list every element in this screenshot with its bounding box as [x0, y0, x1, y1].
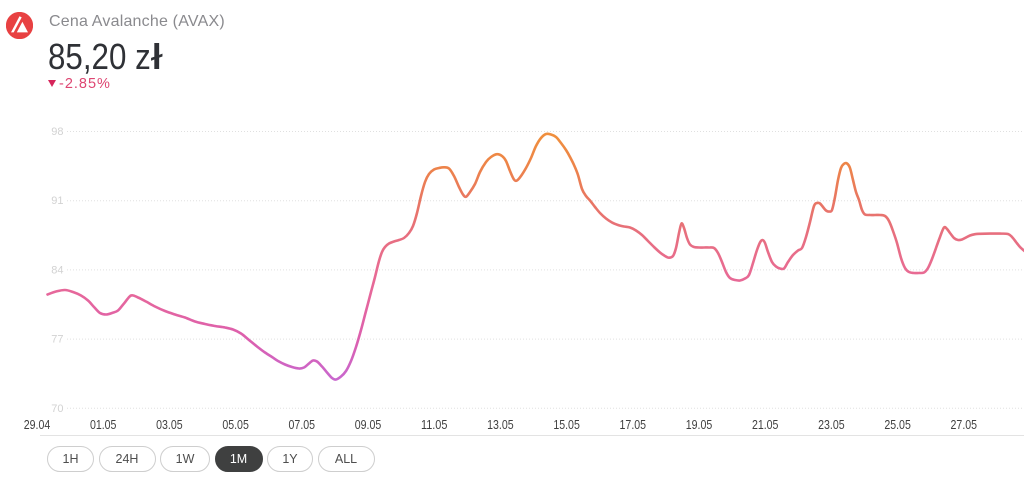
svg-text:15.05: 15.05: [553, 417, 580, 432]
svg-text:11.05: 11.05: [421, 417, 448, 432]
svg-text:13.05: 13.05: [487, 417, 514, 432]
svg-text:09.05: 09.05: [355, 417, 382, 432]
svg-text:07.05: 07.05: [289, 417, 316, 432]
svg-text:17.05: 17.05: [620, 417, 647, 432]
svg-text:98: 98: [51, 126, 63, 138]
svg-text:21.05: 21.05: [752, 417, 779, 432]
svg-text:23.05: 23.05: [818, 417, 845, 432]
svg-text:91: 91: [51, 195, 63, 207]
svg-text:27.05: 27.05: [951, 417, 978, 432]
svg-text:05.05: 05.05: [222, 417, 249, 432]
svg-text:70: 70: [51, 403, 63, 415]
svg-text:25.05: 25.05: [884, 417, 911, 432]
svg-text:03.05: 03.05: [156, 417, 183, 432]
svg-text:29.04: 29.04: [24, 417, 51, 432]
svg-text:84: 84: [51, 264, 63, 276]
svg-text:01.05: 01.05: [90, 417, 117, 432]
svg-text:77: 77: [51, 334, 63, 346]
svg-text:19.05: 19.05: [686, 417, 713, 432]
